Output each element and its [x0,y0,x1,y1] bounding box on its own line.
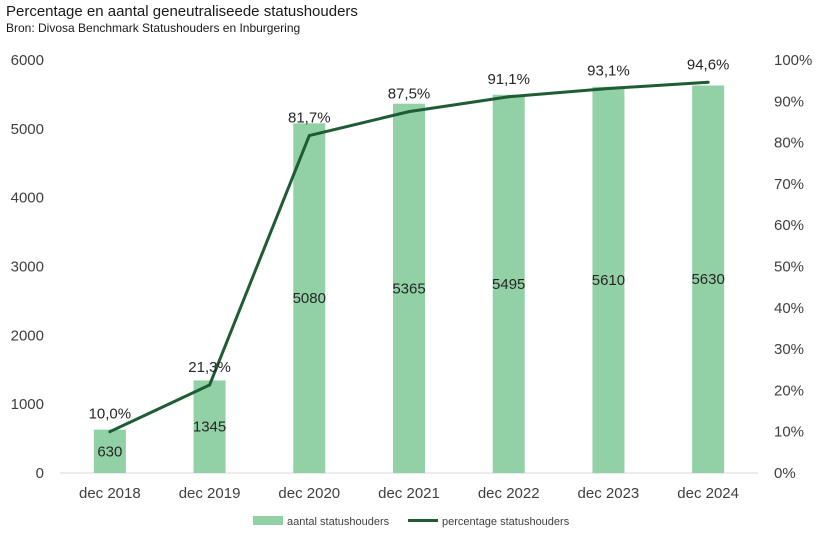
bar-dec-2018 [93,429,126,473]
line-point [507,95,511,99]
line-value-label: 81,7% [288,110,331,127]
y-left-tick-label: 1000 [11,396,44,413]
y-right-tick-label: 0% [774,465,796,482]
y-left-tick-label: 5000 [11,121,44,138]
legend-swatch-bars [253,516,283,525]
y-right-tick-label: 50% [774,259,804,276]
bar-value-label: 5495 [492,276,525,293]
bar-value-label: 5080 [293,290,326,307]
line-point [606,86,610,90]
bar-value-label: 5630 [691,271,724,288]
line-point [307,134,311,138]
line-value-label: 93,1% [587,62,630,79]
y-left-tick-label: 3000 [11,259,44,276]
bar-value-label: 630 [97,443,122,460]
line-point [208,383,212,387]
y-right-tick-label: 40% [774,300,804,317]
bar-dec-2021 [393,103,425,473]
line-value-label: 21,3% [188,359,231,376]
y-left-tick-label: 4000 [11,190,44,207]
y-right-tick-label: 10% [774,424,804,441]
y-right-tick-label: 30% [774,341,804,358]
bar-dec-2022 [492,94,525,473]
bar-dec-2023 [592,86,625,473]
bar-value-label: 5610 [592,272,625,289]
y-right-tick-label: 20% [774,382,804,399]
bar-value-label: 5365 [392,280,425,297]
bar-dec-2024 [692,85,725,474]
legend-label-bars: aantal statushouders [287,516,390,528]
y-right-tick-label: 70% [774,176,804,193]
line-point [407,110,411,114]
y-left-tick-label: 6000 [11,52,44,69]
line-point [706,80,710,84]
y-right-tick-label: 60% [774,217,804,234]
bar-dec-2019 [193,380,226,473]
x-tick-label: dec 2021 [378,485,440,502]
y-left-tick-label: 0 [36,465,44,482]
x-tick-label: dec 2019 [179,485,241,502]
x-tick-label: dec 2024 [677,485,739,502]
chart-title: Percentage en aantal geneutraliseede sta… [6,3,358,20]
x-tick-label: dec 2022 [478,485,540,502]
line-value-label: 94,6% [687,56,730,73]
line-value-label: 91,1% [487,71,530,88]
bar-dec-2020 [293,123,326,474]
chart-subtitle: Bron: Divosa Benchmark Statushouders en … [6,21,301,35]
line-value-label: 87,5% [388,86,431,103]
y-right-tick-label: 90% [774,93,804,110]
line-point [108,430,112,434]
line-value-label: 10,0% [89,406,132,423]
x-tick-label: dec 2023 [578,485,640,502]
y-right-tick-label: 80% [774,135,804,152]
y-right-tick-label: 100% [774,52,812,69]
x-tick-label: dec 2020 [278,485,340,502]
x-tick-label: dec 2018 [79,485,141,502]
legend-label-line: percentage statushouders [442,516,570,528]
bar-value-label: 1345 [193,419,226,436]
y-left-tick-label: 2000 [11,327,44,344]
